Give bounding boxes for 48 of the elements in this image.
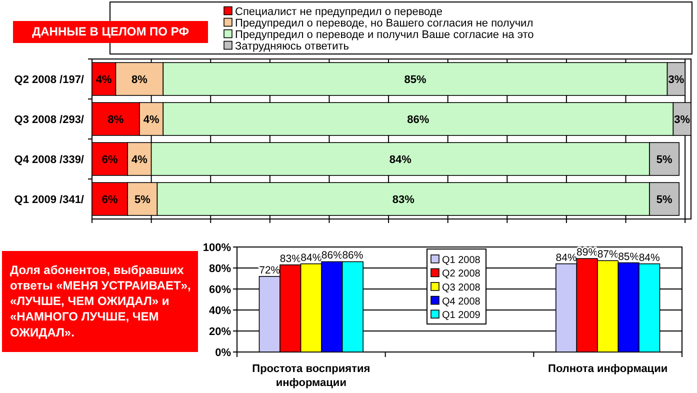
y-tick-label: 40% bbox=[208, 305, 232, 317]
data-label: 4% bbox=[131, 154, 148, 166]
data-label: 5% bbox=[134, 194, 151, 206]
legend-label: Затрудняюсь ответить bbox=[235, 40, 350, 52]
data-label: 84% bbox=[389, 154, 412, 166]
legend-label: Предупредил о переводе, но Вашего согласия не получил bbox=[235, 17, 534, 30]
data-label: 6% bbox=[102, 194, 118, 206]
data-label: 5% bbox=[656, 194, 672, 206]
data-label: 8% bbox=[108, 114, 124, 126]
y-tick-label: Q1 2009 /341/ bbox=[14, 194, 84, 206]
chart-title: ДАННЫЕ В ЦЕЛОМ ПО РФ bbox=[32, 24, 189, 39]
x-tick-label: Полнота информации bbox=[548, 363, 668, 375]
data-label: 5% bbox=[656, 154, 672, 166]
data-label: 89% bbox=[576, 246, 598, 259]
legend-label: Q4 2008 bbox=[442, 296, 481, 308]
y-tick-label: 100% bbox=[202, 242, 232, 254]
legend-label: Предупредил о переводе и получил Ваше согласие на это bbox=[235, 28, 534, 41]
y-tick-label: 60% bbox=[208, 284, 232, 296]
data-label: 3% bbox=[674, 114, 690, 126]
data-label: 84% bbox=[300, 252, 322, 264]
data-label: 86% bbox=[342, 250, 364, 262]
text: Доля абонентов, выбравших ответы «МЕНЯ УСТРАИВАЕТ», «ЛУЧШЕ, ЧЕМ ОЖИДАЛ» и «НАМНОГО ЛУЧШЕ, ЧЕМ ОЖИДАЛ». bbox=[10, 262, 191, 340]
y-tick-label: 80% bbox=[208, 263, 232, 275]
y-tick-label: Q2 2008 /197/ bbox=[14, 74, 84, 86]
data-label: 3% bbox=[668, 74, 684, 86]
data-label: 84% bbox=[638, 252, 660, 264]
data-label: 87% bbox=[597, 248, 618, 261]
legend-label: Q2 2008 bbox=[442, 268, 481, 280]
data-label: 85% bbox=[618, 250, 640, 263]
data-label: 8% bbox=[131, 74, 148, 86]
y-tick-label: Q4 2008 /339/ bbox=[14, 154, 84, 166]
data-label: 85% bbox=[404, 74, 426, 86]
data-label: 83% bbox=[280, 252, 301, 265]
y-tick-label: 0% bbox=[215, 347, 232, 359]
legend-label: Специалист не предупредил о переводе bbox=[235, 6, 442, 18]
legend-label: Q1 2008 bbox=[442, 254, 481, 266]
data-label: 4% bbox=[143, 114, 160, 126]
legend-label: Q1 2009 bbox=[442, 310, 481, 322]
legend-label: Q3 2008 bbox=[442, 282, 481, 294]
data-label: 6% bbox=[102, 154, 118, 166]
data-label: 86% bbox=[407, 114, 430, 126]
data-label: 84% bbox=[556, 252, 577, 264]
y-tick-label: Q3 2008 /293/ bbox=[14, 114, 84, 126]
data-label: 83% bbox=[392, 194, 415, 206]
y-tick-label: 20% bbox=[208, 326, 232, 338]
data-label: 86% bbox=[321, 250, 342, 262]
x-tick-label: Простота восприятия информации bbox=[252, 363, 370, 389]
data-label: 4% bbox=[96, 74, 112, 86]
